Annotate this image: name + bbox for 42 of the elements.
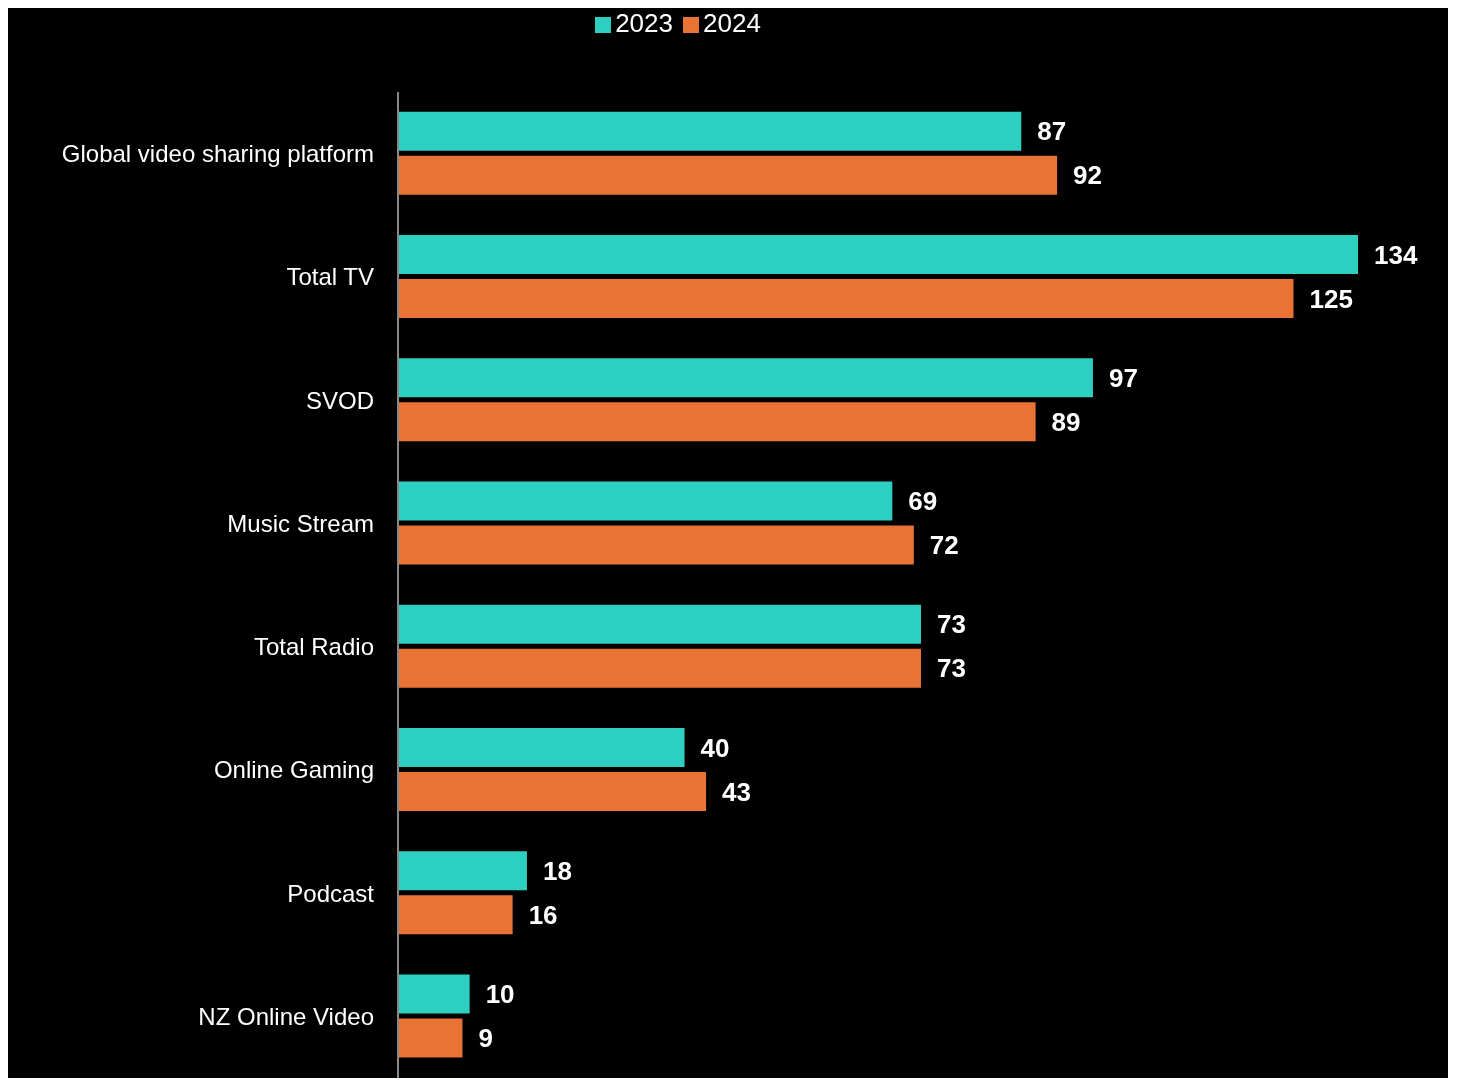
data-label: 72 — [929, 530, 959, 561]
bar — [398, 358, 1093, 398]
data-label: 73 — [936, 653, 966, 684]
data-label: 10 — [485, 979, 515, 1010]
bar — [398, 895, 513, 935]
y-tick-label: Global video sharing platform — [61, 140, 374, 168]
data-label: 97 — [1108, 362, 1138, 393]
bar — [398, 851, 527, 891]
legend-label: 2024 — [703, 8, 761, 38]
bar — [398, 234, 1358, 274]
data-label: 69 — [908, 486, 938, 517]
y-tick-label: Total Radio — [253, 633, 374, 661]
bar — [398, 648, 921, 688]
y-tick-label: Podcast — [287, 879, 375, 907]
y-tick-label: Online Gaming — [213, 756, 374, 784]
data-label: 16 — [528, 899, 558, 930]
bar — [398, 481, 893, 521]
data-label: 125 — [1309, 283, 1353, 314]
data-label: 89 — [1051, 406, 1081, 437]
y-tick-label: NZ Online Video — [198, 1002, 374, 1030]
bar — [398, 111, 1022, 151]
y-tick-label: SVOD — [305, 386, 374, 414]
bar — [398, 1018, 463, 1058]
bar — [398, 727, 685, 767]
bar — [398, 771, 707, 811]
data-label: 18 — [542, 855, 572, 886]
data-label: 134 — [1374, 239, 1418, 270]
legend-label: 2023 — [615, 8, 673, 38]
bar — [398, 525, 914, 565]
data-label: 92 — [1073, 160, 1103, 191]
data-label: 87 — [1037, 116, 1067, 147]
bar — [398, 402, 1036, 442]
data-label: 40 — [700, 732, 730, 763]
bar — [398, 155, 1058, 195]
bar — [398, 604, 921, 644]
data-label: 9 — [478, 1023, 493, 1054]
data-label: 73 — [936, 609, 966, 640]
data-label: 43 — [722, 776, 751, 807]
bar — [398, 974, 470, 1014]
y-tick-label: Music Stream — [227, 509, 374, 537]
bar — [398, 278, 1294, 318]
y-tick-label: Total TV — [286, 263, 374, 291]
